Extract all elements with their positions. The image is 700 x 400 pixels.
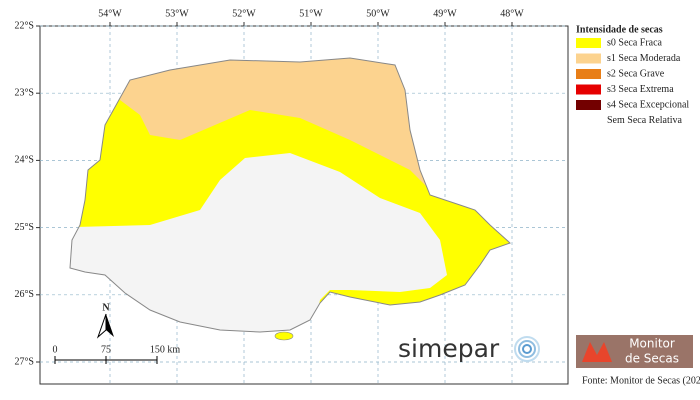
logo-icon bbox=[514, 336, 540, 362]
legend-swatch bbox=[576, 38, 601, 48]
legend-label: s1 Seca Moderada bbox=[607, 53, 681, 64]
brand-text: de Secas bbox=[625, 352, 679, 366]
longitude-label: 52°W bbox=[232, 8, 256, 19]
legend-title: Intensidade de secas bbox=[576, 24, 663, 35]
legend-swatch bbox=[576, 84, 601, 95]
latitude-label: 22°S bbox=[14, 20, 34, 31]
legend-label: Sem Seca Relativa bbox=[607, 115, 683, 126]
longitude-label: 54°W bbox=[98, 8, 122, 19]
no-drought-area bbox=[70, 153, 447, 332]
legend-label: s4 Seca Excepcional bbox=[607, 99, 689, 110]
latitude-label: 23°S bbox=[14, 87, 34, 98]
latitude-label: 25°S bbox=[14, 222, 34, 233]
latitude-label: 27°S bbox=[14, 356, 34, 367]
scale-label: 0 bbox=[53, 344, 58, 355]
brand-text: Monitor bbox=[629, 337, 675, 351]
north-arrow bbox=[106, 314, 114, 337]
longitude-label: 50°W bbox=[366, 8, 390, 19]
legend-swatch bbox=[576, 69, 601, 79]
brand-box bbox=[576, 335, 693, 368]
logo-icon bbox=[518, 340, 536, 358]
latitude-label: 26°S bbox=[14, 289, 34, 300]
latitude-label: 24°S bbox=[14, 155, 34, 166]
legend-label: s0 Seca Fraca bbox=[607, 37, 663, 48]
s1-area bbox=[100, 58, 430, 190]
legend-swatch bbox=[576, 100, 601, 110]
brand-icon bbox=[582, 342, 612, 362]
north-label: N bbox=[102, 302, 110, 313]
longitude-label: 48°W bbox=[500, 8, 524, 19]
simepar-logo: simepar bbox=[398, 334, 500, 363]
legend-swatch bbox=[576, 53, 601, 64]
island bbox=[274, 331, 294, 341]
longitude-label: 51°W bbox=[299, 8, 323, 19]
legend-label: s3 Seca Extrema bbox=[607, 84, 674, 95]
scale-label: 75 bbox=[101, 344, 111, 355]
longitude-label: 53°W bbox=[165, 8, 189, 19]
scale-label: 150 km bbox=[150, 344, 181, 355]
longitude-label: 49°W bbox=[433, 8, 457, 19]
logo-icon bbox=[522, 344, 532, 354]
legend-label: s2 Seca Grave bbox=[607, 68, 665, 79]
source: Fonte: Monitor de Secas (2025) bbox=[582, 375, 700, 386]
legend-swatch bbox=[576, 115, 601, 126]
